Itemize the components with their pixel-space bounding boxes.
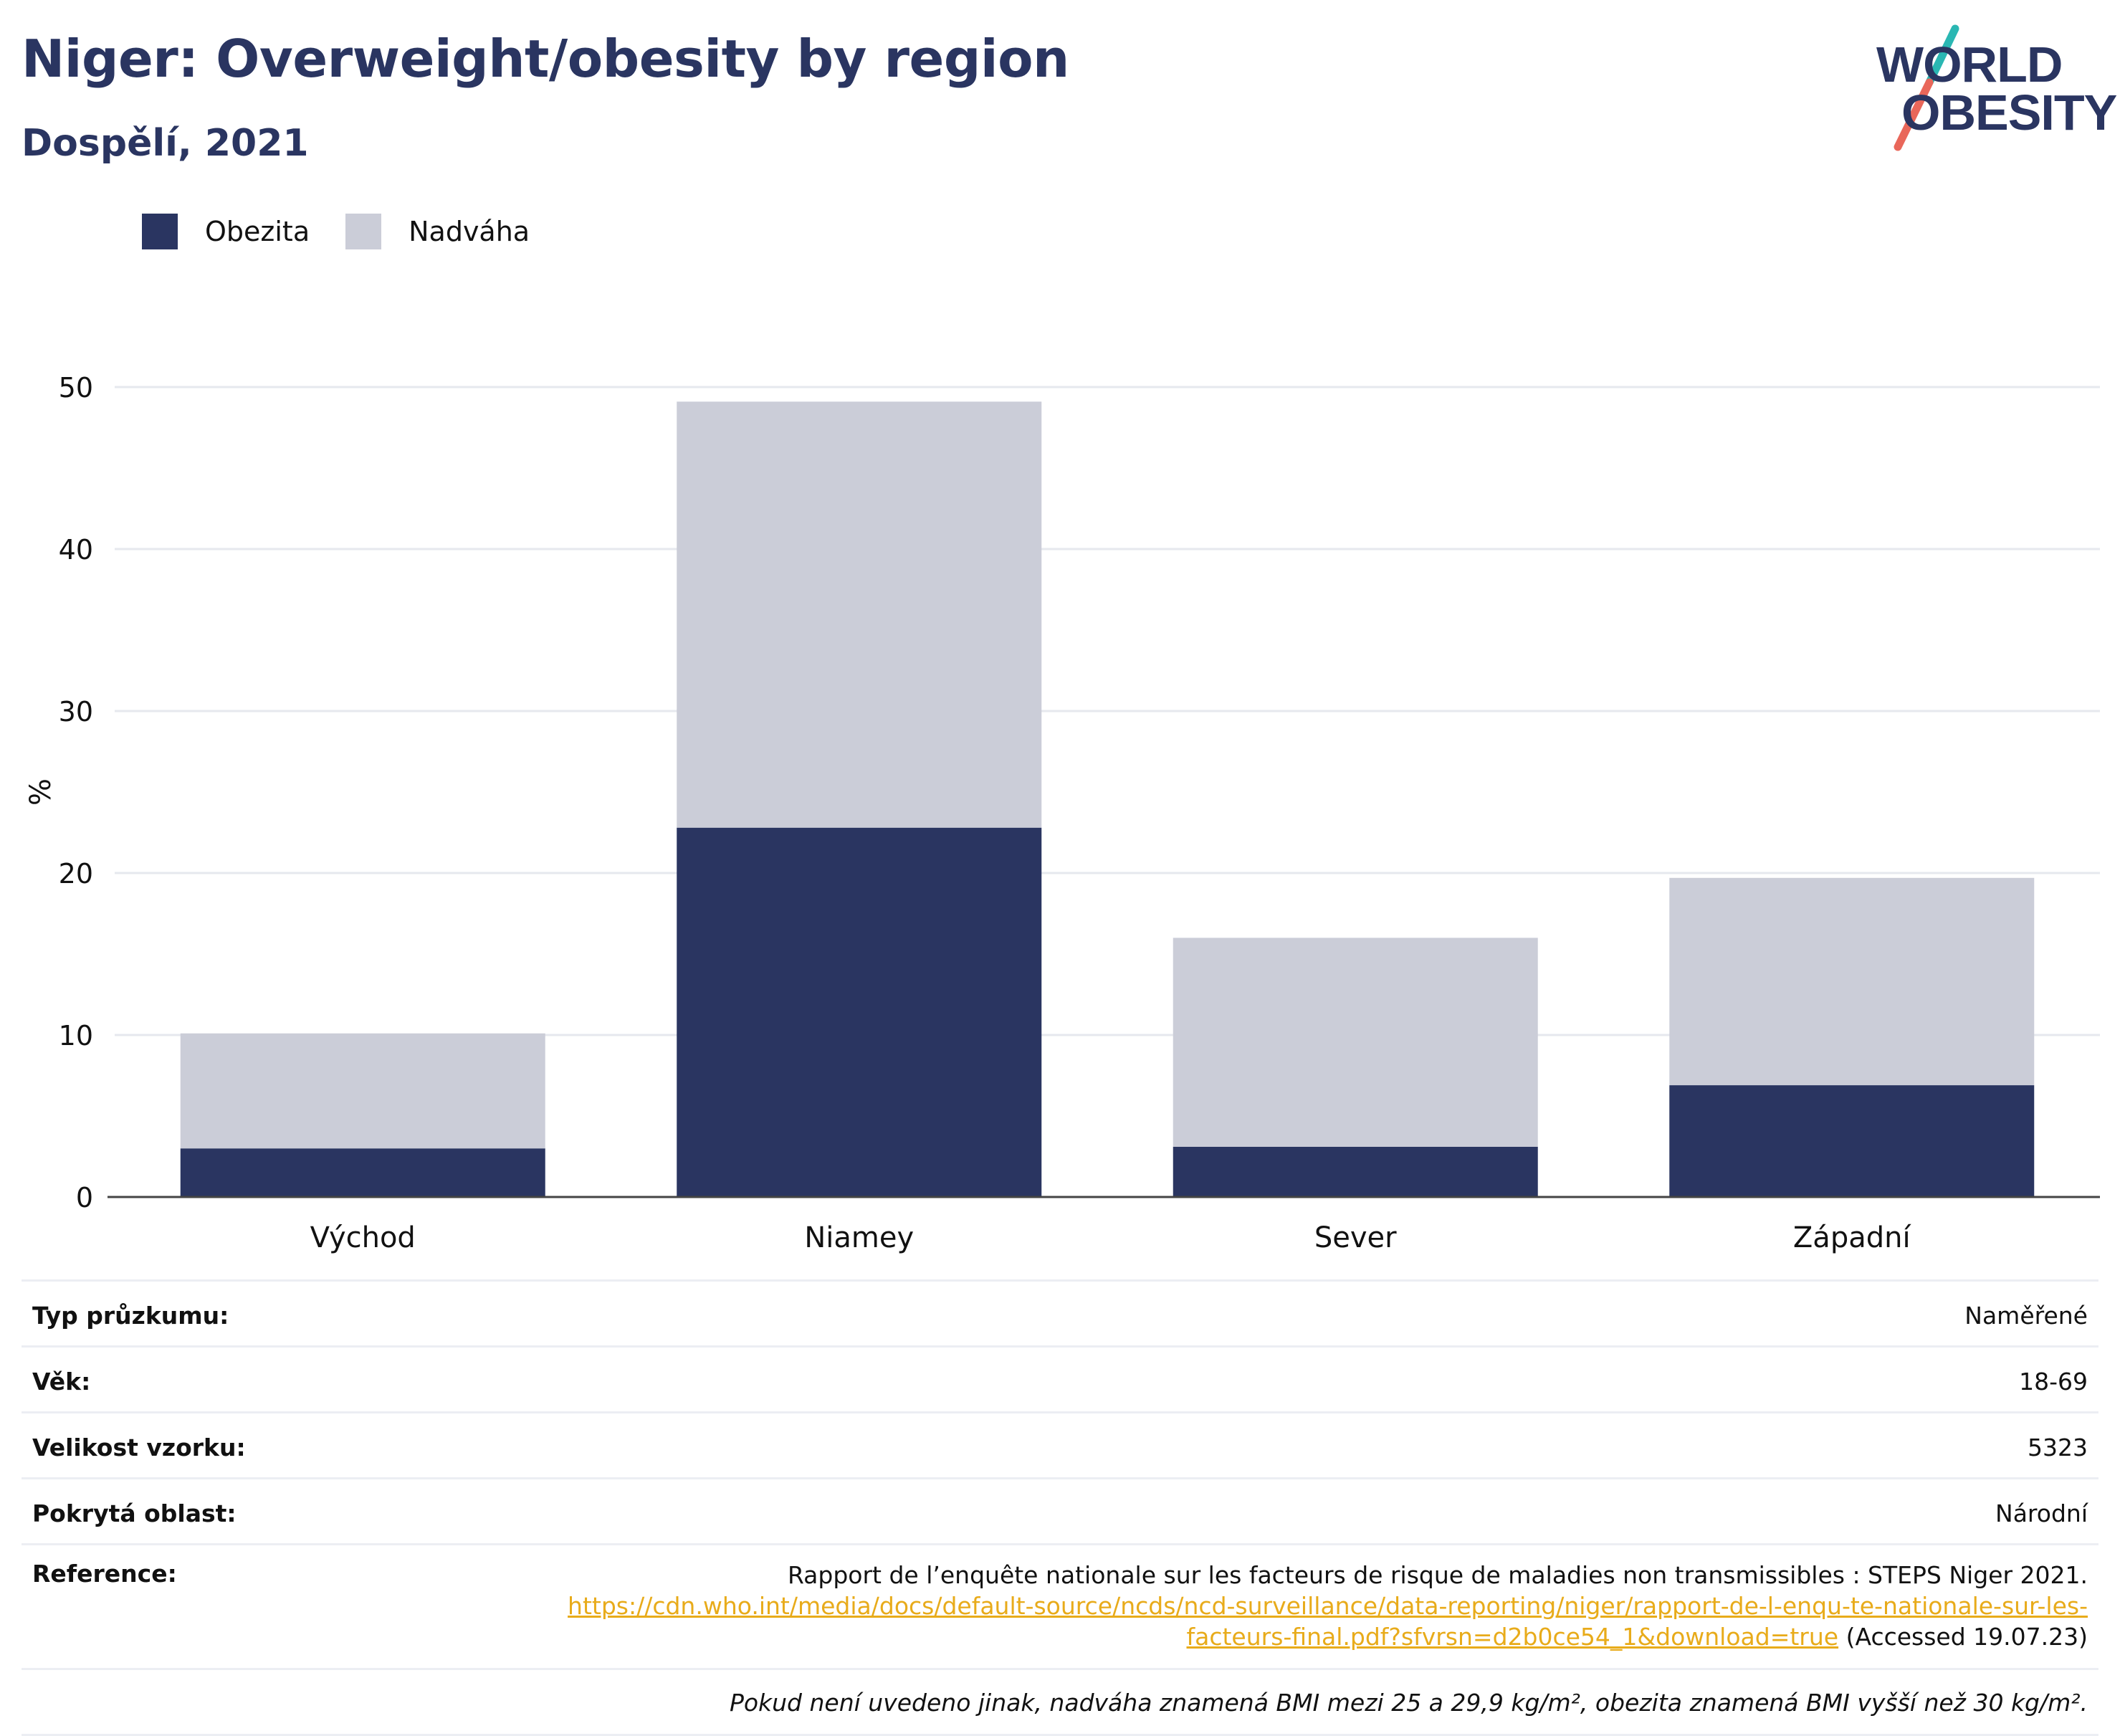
info-value: Naměřené — [1964, 1302, 2088, 1330]
y-axis-label: % — [24, 778, 57, 806]
bar-obezita-2 — [1173, 1146, 1538, 1197]
y-tick-label: 0 — [76, 1182, 93, 1213]
bar-nadvaha-1 — [677, 401, 1042, 828]
bar-obezita-0 — [180, 1148, 545, 1197]
legend-label-obezita: Obezita — [205, 216, 310, 247]
info-label: Pokrytá oblast: — [32, 1499, 237, 1527]
y-tick-label: 50 — [59, 372, 93, 404]
legend-label-nadvaha: Nadváha — [409, 216, 530, 247]
chart-title: Niger: Overweight/obesity by region — [22, 29, 1069, 89]
y-tick-label: 40 — [59, 534, 93, 566]
bar-obezita-1 — [677, 827, 1042, 1197]
info-label: Typ průzkumu: — [32, 1302, 229, 1330]
chart-legend: Obezita Nadváha — [142, 214, 565, 249]
bmi-definition-note: Pokud není uvedeno jinak, nadváha znamen… — [22, 1670, 2098, 1736]
bar-obezita-3 — [1669, 1085, 2035, 1197]
y-tick-label: 30 — [59, 696, 93, 728]
world-obesity-logo: WORLD OBESITY — [1869, 22, 2117, 158]
info-row-survey-type: Typ průzkumu: Naměřené — [22, 1282, 2098, 1348]
reference-text: Rapport de l’enquête nationale sur les f… — [568, 1560, 2088, 1652]
x-tick-label: Niamey — [804, 1221, 914, 1254]
legend-swatch-obezita — [142, 214, 178, 249]
reference-title: Rapport de l’enquête nationale sur les f… — [787, 1561, 2088, 1589]
info-row-area: Pokrytá oblast: Národní — [22, 1479, 2098, 1545]
info-label: Věk: — [32, 1368, 91, 1396]
info-value: Národní — [1995, 1499, 2088, 1527]
chart-subtitle: Dospělí, 2021 — [22, 122, 309, 165]
x-tick-label: Západní — [1793, 1221, 1912, 1254]
info-row-age: Věk: 18-69 — [22, 1348, 2098, 1413]
reference-link[interactable]: https://cdn.who.int/media/docs/default-s… — [568, 1592, 2088, 1620]
legend-swatch-nadvaha — [345, 214, 382, 249]
info-value: 5323 — [2028, 1434, 2088, 1461]
bar-nadvaha-2 — [1173, 938, 1538, 1147]
info-row-reference: Reference: Rapport de l’enquête national… — [22, 1545, 2098, 1670]
x-tick-label: Sever — [1314, 1221, 1397, 1254]
logo-slash-icon — [1894, 24, 1959, 151]
info-label: Reference: — [32, 1560, 177, 1588]
survey-info-table: Typ průzkumu: Naměřené Věk: 18-69 Veliko… — [22, 1279, 2098, 1736]
bar-nadvaha-3 — [1669, 877, 2035, 1086]
info-value: 18-69 — [2019, 1368, 2088, 1396]
legend-item-nadvaha[interactable]: Nadváha — [345, 214, 530, 249]
y-tick-label: 20 — [59, 858, 93, 890]
bar-nadvaha-0 — [180, 1033, 545, 1149]
stacked-bar-chart: 0 10 20 30 40 50% Východ Niamey Sever Západní — [24, 372, 2100, 1254]
legend-item-obezita[interactable]: Obezita — [142, 214, 310, 249]
info-label: Velikost vzorku: — [32, 1434, 246, 1461]
info-row-sample-size: Velikost vzorku: 5323 — [22, 1413, 2098, 1479]
logo-word-obesity: OBESITY — [1901, 85, 2117, 140]
logo-word-world: WORLD — [1876, 37, 2063, 92]
reference-accessed: (Accessed 19.07.23) — [1846, 1623, 2088, 1651]
y-tick-label: 10 — [59, 1020, 93, 1051]
x-tick-label: Východ — [310, 1221, 416, 1254]
reference-link[interactable]: facteurs-final.pdf?sfvrsn=d2b0ce54_1&dow… — [1186, 1623, 1839, 1651]
